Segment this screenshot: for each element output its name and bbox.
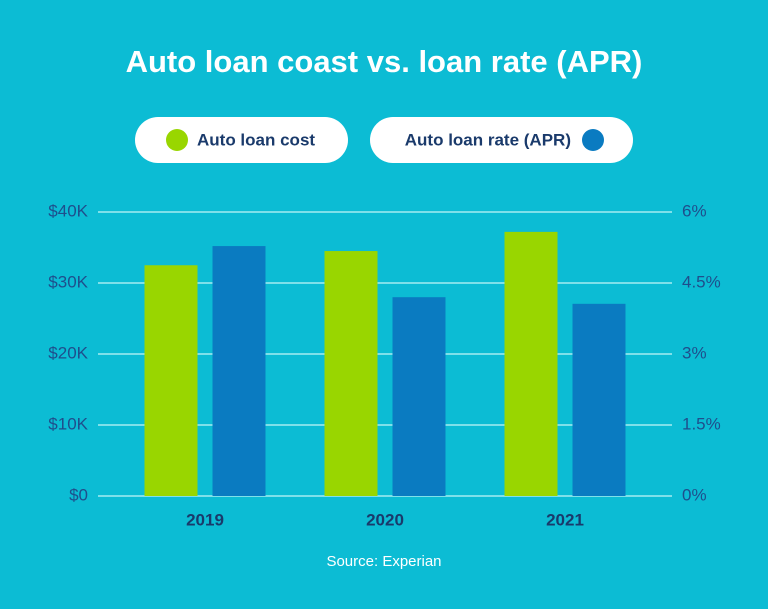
y2-tick-label: 3% bbox=[682, 343, 707, 362]
bar bbox=[212, 246, 266, 496]
x-tick-label: 2020 bbox=[366, 510, 404, 529]
bar bbox=[572, 303, 626, 496]
bar bbox=[504, 231, 558, 496]
y2-tick-label: 1.5% bbox=[682, 414, 721, 433]
bar bbox=[144, 265, 198, 496]
y-tick-label: $30K bbox=[48, 272, 88, 291]
legend-label: Auto loan rate (APR) bbox=[405, 130, 571, 149]
legend-swatch bbox=[166, 129, 188, 151]
y-tick-label: $40K bbox=[48, 201, 88, 220]
y2-tick-label: 0% bbox=[682, 485, 707, 504]
legend-swatch bbox=[582, 129, 604, 151]
legend-pill bbox=[370, 117, 633, 163]
y2-tick-label: 6% bbox=[682, 201, 707, 220]
y-tick-label: $10K bbox=[48, 414, 88, 433]
y-tick-label: $0 bbox=[69, 485, 88, 504]
bar bbox=[392, 297, 446, 496]
legend-pill bbox=[135, 117, 348, 163]
source-note: Source: Experian bbox=[326, 553, 441, 570]
y-tick-label: $20K bbox=[48, 343, 88, 362]
bar bbox=[324, 251, 378, 496]
x-tick-label: 2019 bbox=[186, 510, 224, 529]
y2-tick-label: 4.5% bbox=[682, 272, 721, 291]
legend-label: Auto loan cost bbox=[197, 130, 315, 149]
x-tick-label: 2021 bbox=[546, 510, 584, 529]
chart-title: Auto loan coast vs. loan rate (APR) bbox=[126, 44, 643, 79]
